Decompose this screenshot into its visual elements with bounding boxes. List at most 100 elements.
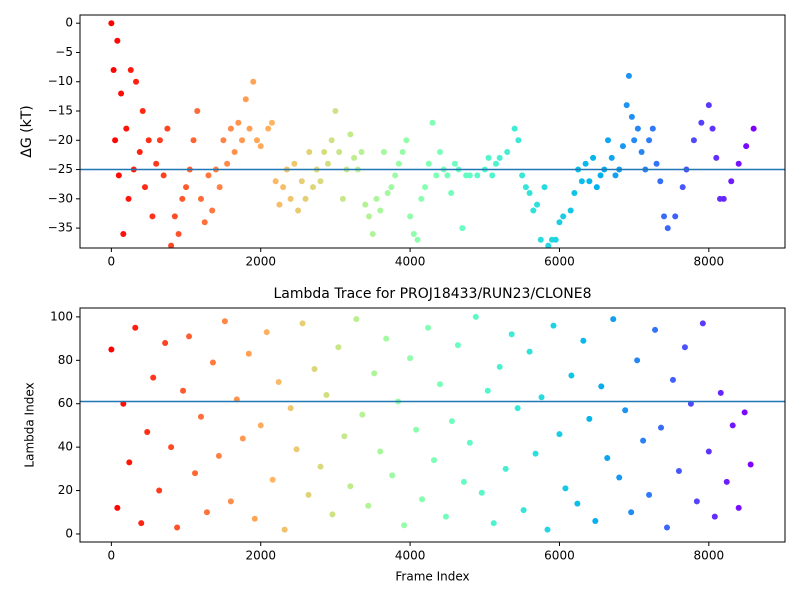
- point: [414, 236, 421, 243]
- point: [679, 184, 686, 191]
- point: [735, 160, 742, 167]
- point: [359, 411, 366, 418]
- point: [425, 160, 432, 167]
- point: [323, 392, 330, 399]
- point: [336, 148, 343, 155]
- point: [108, 346, 115, 353]
- point: [556, 219, 563, 226]
- point: [321, 148, 328, 155]
- point: [126, 459, 133, 466]
- point: [231, 148, 238, 155]
- point: [586, 415, 593, 422]
- point: [138, 520, 145, 527]
- point: [253, 137, 260, 144]
- point: [251, 515, 258, 522]
- point: [729, 422, 736, 429]
- point: [265, 125, 272, 132]
- point: [272, 178, 279, 185]
- point: [747, 461, 754, 468]
- point: [484, 387, 491, 394]
- point: [608, 154, 615, 161]
- point: [699, 320, 706, 327]
- point: [631, 137, 638, 144]
- point: [586, 178, 593, 185]
- point: [522, 184, 529, 191]
- point: [281, 526, 288, 533]
- point: [324, 160, 331, 167]
- point: [194, 108, 201, 115]
- point: [622, 407, 629, 414]
- point: [713, 154, 720, 161]
- point: [545, 242, 552, 249]
- point: [250, 78, 257, 85]
- point: [693, 498, 700, 505]
- point: [139, 108, 146, 115]
- point: [125, 195, 132, 202]
- point: [341, 433, 348, 440]
- point: [205, 172, 212, 179]
- y-tick-label: −20: [48, 133, 73, 147]
- point: [275, 379, 282, 386]
- point: [451, 160, 458, 167]
- point: [239, 435, 246, 442]
- point: [562, 485, 569, 492]
- point: [672, 213, 679, 220]
- point: [209, 207, 216, 214]
- point: [293, 446, 300, 453]
- point: [646, 137, 653, 144]
- axes-frame: [79, 307, 786, 543]
- point: [362, 201, 369, 208]
- point: [657, 178, 664, 185]
- point: [709, 125, 716, 132]
- point: [242, 96, 249, 103]
- point: [640, 437, 647, 444]
- point: [183, 184, 190, 191]
- point: [705, 102, 712, 109]
- point: [442, 513, 449, 520]
- point: [568, 372, 575, 379]
- point: [371, 370, 378, 377]
- x-tick-label: 8000: [694, 255, 725, 269]
- point: [661, 213, 668, 220]
- point: [511, 125, 518, 132]
- point: [550, 322, 557, 329]
- point: [619, 143, 626, 150]
- point: [410, 230, 417, 237]
- point: [653, 160, 660, 167]
- point: [541, 184, 548, 191]
- point: [605, 137, 612, 144]
- point: [168, 242, 175, 249]
- point: [388, 184, 395, 191]
- point: [514, 405, 521, 412]
- y-tick-label: 80: [58, 353, 73, 367]
- y-tick-label: −25: [48, 162, 73, 176]
- point: [358, 148, 365, 155]
- point: [504, 148, 511, 155]
- point: [332, 108, 339, 115]
- point: [245, 350, 252, 357]
- point: [287, 405, 294, 412]
- y-axis-label: Lambda Index: [23, 382, 37, 467]
- point: [646, 491, 653, 498]
- point: [444, 172, 451, 179]
- point: [392, 172, 399, 179]
- point: [623, 102, 630, 109]
- point: [156, 487, 163, 494]
- point: [681, 344, 688, 351]
- point: [593, 184, 600, 191]
- point: [351, 154, 358, 161]
- point: [389, 472, 396, 479]
- point: [180, 387, 187, 394]
- y-tick-label: 0: [65, 526, 73, 540]
- point: [257, 422, 264, 429]
- y-tick-label: 0: [65, 16, 73, 30]
- y-tick-label: −10: [48, 74, 73, 88]
- chart-title: Lambda Trace for PROJ18433/RUN23/CLONE8: [274, 286, 592, 302]
- point: [419, 496, 426, 503]
- point: [171, 213, 178, 220]
- y-tick-label: 60: [58, 396, 73, 410]
- point: [478, 489, 485, 496]
- point: [496, 363, 503, 370]
- point: [556, 431, 563, 438]
- point: [638, 148, 645, 155]
